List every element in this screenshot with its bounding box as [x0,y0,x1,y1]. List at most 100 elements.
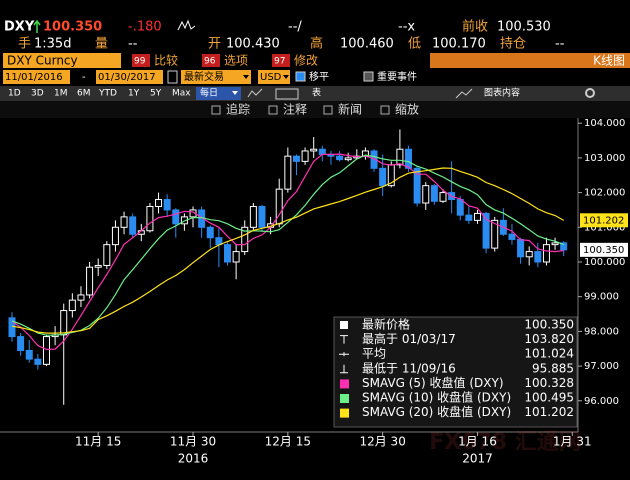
menu-code[interactable]: 97 [274,57,285,67]
tool-icon[interactable] [323,105,333,115]
candle-body [25,349,33,360]
legend-swatch [340,408,349,418]
candle-body [551,242,559,246]
last-price: 100.350 [43,20,102,35]
candle-body [68,299,76,312]
x-tick-label: 11月 30 [170,435,216,449]
menu-code[interactable]: 96 [204,57,216,67]
stat-label: 量 [95,37,108,52]
start-date[interactable]: 11/01/2016 [5,72,63,83]
year-label: 2016 [178,452,209,466]
menu-label[interactable]: 选项 [224,54,248,68]
menu-label[interactable]: 比较 [154,53,178,68]
tool-bar [0,101,630,118]
price-tag-label: 100.350 [583,245,624,256]
stat-value: -- [128,37,138,52]
start-date-input[interactable] [3,70,70,84]
y-tick-label: 97.000 [584,361,619,372]
period-button[interactable]: 1D [8,89,21,99]
currency[interactable]: USD [260,72,282,83]
menu-code-box[interactable] [272,54,290,67]
tool-icon[interactable] [268,105,278,115]
tool-button[interactable]: 缩放 [395,102,419,117]
ticker-input[interactable] [3,53,121,68]
currency-select[interactable] [258,70,290,84]
period-button[interactable]: 6M [77,89,91,99]
candle-body [292,155,300,162]
option-label[interactable]: 移平 [309,70,329,83]
y-tick-label: 102.000 [584,188,625,199]
candle-body [491,219,499,249]
period-button[interactable]: 1Y [128,89,140,99]
candle-body [344,157,352,161]
sma-line [11,153,564,351]
y-tick-label: 100.000 [584,257,625,268]
y-tick-label: 104.000 [584,118,625,129]
candle-body [405,148,413,169]
candle-body [439,192,447,202]
settings-icon[interactable] [585,88,595,98]
year-label: 2017 [462,452,493,466]
candle-body [120,216,128,228]
frequency[interactable]: 每日 [200,87,218,99]
price-field-select[interactable] [181,70,251,84]
price-tag [580,242,628,257]
candle-body [482,212,490,249]
period-bar [0,86,630,101]
end-date-input[interactable] [96,70,163,84]
candle-body [508,233,516,240]
checkbox[interactable] [295,71,306,82]
chart-content-icon[interactable] [455,88,473,99]
symbol: DXY [4,20,35,35]
option-label[interactable]: 重要事件 [377,70,417,83]
tool-icon[interactable] [211,105,221,115]
candle-body [413,167,421,204]
legend-label: 最低于 11/09/16 [362,361,456,375]
menu-code-box[interactable] [202,54,220,67]
price-field[interactable]: 最新交易 [184,70,224,83]
x-tick-label: 12月 30 [359,435,405,449]
view-bar [430,53,630,68]
tool-button[interactable]: 新闻 [338,102,362,117]
tool-icon[interactable] [380,105,390,115]
period-button[interactable]: 3D [31,89,44,99]
candle-body [206,226,214,239]
line-style-icon[interactable] [247,88,263,98]
period-button[interactable]: Max [172,89,191,99]
x-tick-label: 1月 16 [458,435,497,449]
menu-label[interactable]: 修改 [294,53,318,68]
period-button[interactable]: YTD [98,89,117,99]
candle-body [94,264,102,268]
period-button[interactable]: 1M [54,89,68,99]
table-button[interactable]: 表 [312,87,321,99]
tool-button[interactable]: 注释 [283,102,307,117]
candle-body [370,150,378,169]
legend-value: 100.350 [524,318,574,332]
chart-content-button[interactable]: 图表内容 [484,87,520,99]
quote-time: --/ [288,20,302,35]
ticker[interactable]: DXY Curncy [7,54,78,68]
calendar-icon[interactable] [167,70,178,84]
tool-button[interactable]: 追踪 [226,102,250,117]
chart-style-icon[interactable] [275,88,299,100]
candle-body [103,244,111,266]
candle-body [422,185,430,204]
period-button[interactable]: 5Y [150,89,162,99]
checkbox[interactable] [363,71,374,82]
menu-code-box[interactable] [132,54,150,67]
candle-body [172,209,180,225]
legend-label: 最新价格 [362,317,410,332]
frequency-select[interactable] [196,87,241,100]
legend-label: 最高于 01/03/17 [362,331,456,346]
candle-body [34,358,42,365]
dropdown-arrow [283,75,289,79]
end-date[interactable]: 01/30/2017 [98,72,156,83]
legend-value: 100.495 [524,391,574,405]
stat-value: 100.170 [432,37,486,52]
price-change: -.180 [128,20,162,35]
watermark: FX678 汇通网 [429,430,581,455]
view-title: K线图 [593,54,625,68]
candle-body [542,244,550,263]
menu-code[interactable]: 99 [134,57,146,67]
